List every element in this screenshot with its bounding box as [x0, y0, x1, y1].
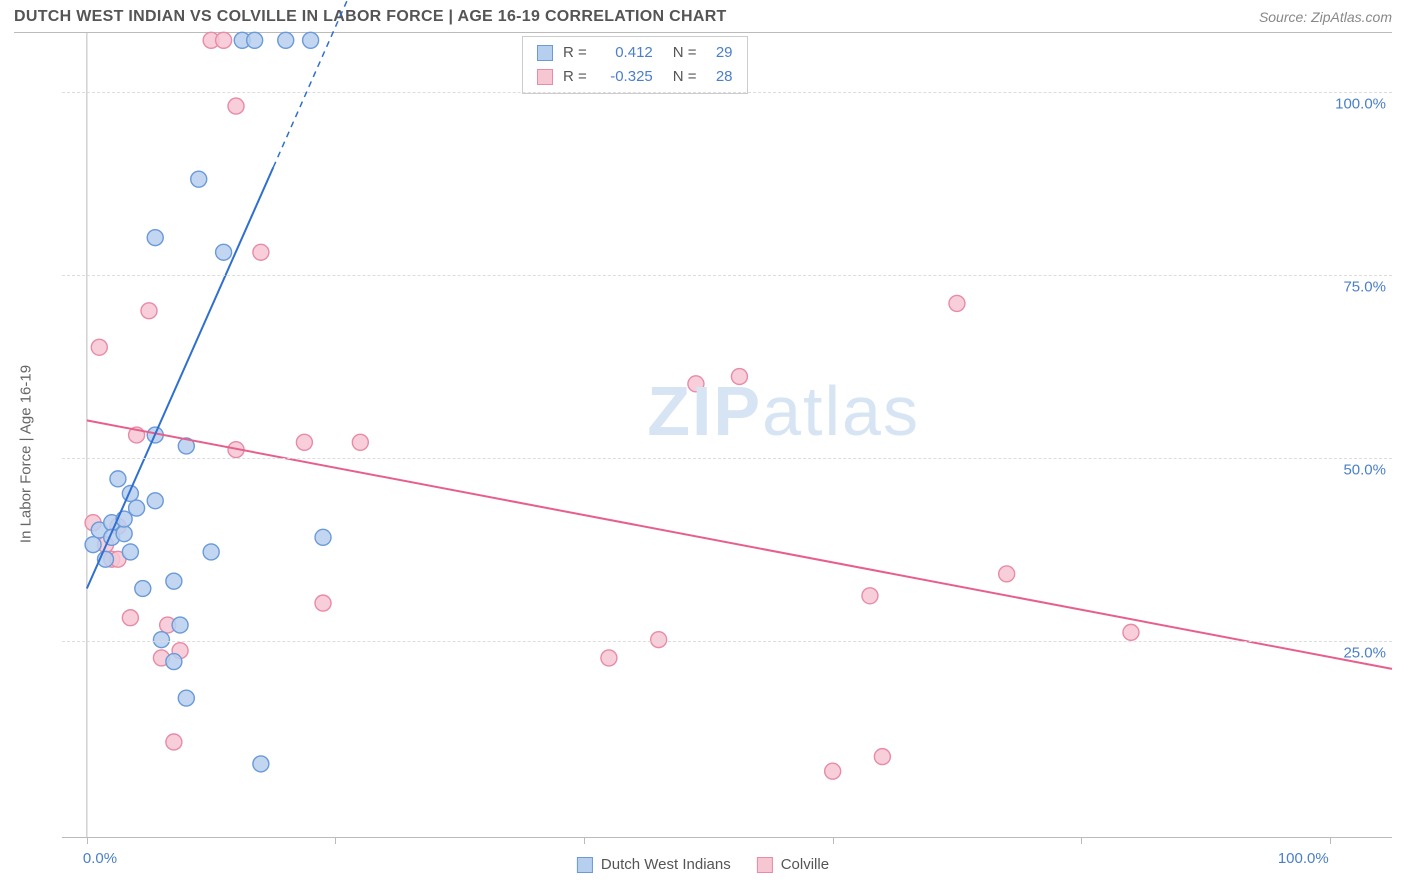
data-point: [352, 434, 368, 450]
n-value-a: 29: [707, 41, 733, 65]
data-point: [253, 756, 269, 772]
r-value-a: 0.412: [597, 41, 653, 65]
data-point: [278, 32, 294, 48]
legend-item-b: Colville: [757, 856, 829, 873]
x-tick: [833, 837, 834, 844]
y-gridline: [62, 641, 1392, 642]
data-point: [129, 500, 145, 516]
data-point: [651, 632, 667, 648]
data-point: [315, 529, 331, 545]
x-tick-label: 100.0%: [1278, 850, 1329, 867]
data-point: [172, 617, 188, 633]
y-tick-label: 50.0%: [1343, 461, 1386, 478]
correlation-legend: R = 0.412 N = 29 R = -0.325 N = 28: [522, 36, 748, 94]
n-value-b: 28: [707, 65, 733, 89]
series-a-name: Dutch West Indians: [601, 856, 731, 873]
y-gridline: [62, 92, 1392, 93]
data-point: [247, 32, 263, 48]
series-legend: Dutch West Indians Colville: [577, 856, 829, 873]
data-point: [122, 544, 138, 560]
y-tick-label: 25.0%: [1343, 645, 1386, 662]
data-point: [253, 244, 269, 260]
n-label-b: N =: [673, 65, 697, 89]
data-point: [303, 32, 319, 48]
x-tick: [1081, 837, 1082, 844]
x-tick-label: 0.0%: [83, 850, 117, 867]
data-point: [688, 376, 704, 392]
data-point: [166, 734, 182, 750]
data-point: [1123, 624, 1139, 640]
y-gridline: [62, 275, 1392, 276]
data-point: [191, 171, 207, 187]
swatch-series-b: [537, 69, 553, 85]
data-point: [216, 244, 232, 260]
data-point: [862, 588, 878, 604]
swatch-a: [577, 857, 593, 873]
chart-container: In Labor Force | Age 16-19 ZIPatlas R = …: [14, 32, 1392, 874]
plot-area: ZIPatlas R = 0.412 N = 29 R = -0.325 N =…: [62, 33, 1392, 838]
y-tick-label: 100.0%: [1335, 95, 1386, 112]
x-tick: [1330, 837, 1331, 844]
data-point: [228, 98, 244, 114]
data-point: [731, 369, 747, 385]
y-gridline: [62, 458, 1392, 459]
data-point: [203, 544, 219, 560]
legend-row-a: R = 0.412 N = 29: [537, 41, 733, 65]
data-point: [166, 654, 182, 670]
data-point: [874, 749, 890, 765]
data-point: [216, 32, 232, 48]
data-point: [825, 763, 841, 779]
legend-item-a: Dutch West Indians: [577, 856, 731, 873]
trend-line: [87, 167, 273, 588]
data-point: [153, 632, 169, 648]
y-tick-label: 75.0%: [1343, 278, 1386, 295]
data-point: [147, 230, 163, 246]
data-point: [116, 526, 132, 542]
swatch-b: [757, 857, 773, 873]
r-label-b: R =: [563, 65, 587, 89]
swatch-series-a: [537, 45, 553, 61]
data-point: [85, 537, 101, 553]
n-label-a: N =: [673, 41, 697, 65]
legend-row-b: R = -0.325 N = 28: [537, 65, 733, 89]
data-point: [601, 650, 617, 666]
data-point: [949, 295, 965, 311]
scatter-plot-svg: [62, 33, 1392, 837]
r-label-a: R =: [563, 41, 587, 65]
data-point: [166, 573, 182, 589]
series-b-name: Colville: [781, 856, 829, 873]
data-point: [178, 690, 194, 706]
data-point: [135, 581, 151, 597]
x-tick: [335, 837, 336, 844]
x-tick: [87, 837, 88, 844]
data-point: [110, 471, 126, 487]
data-point: [141, 303, 157, 319]
data-point: [315, 595, 331, 611]
y-axis-label: In Labor Force | Age 16-19: [18, 364, 35, 542]
source-attribution: Source: ZipAtlas.com: [1259, 9, 1392, 25]
data-point: [296, 434, 312, 450]
r-value-b: -0.325: [597, 65, 653, 89]
data-point: [91, 339, 107, 355]
data-point: [999, 566, 1015, 582]
data-point: [122, 610, 138, 626]
x-tick: [584, 837, 585, 844]
chart-title: DUTCH WEST INDIAN VS COLVILLE IN LABOR F…: [14, 8, 727, 26]
data-point: [147, 493, 163, 509]
